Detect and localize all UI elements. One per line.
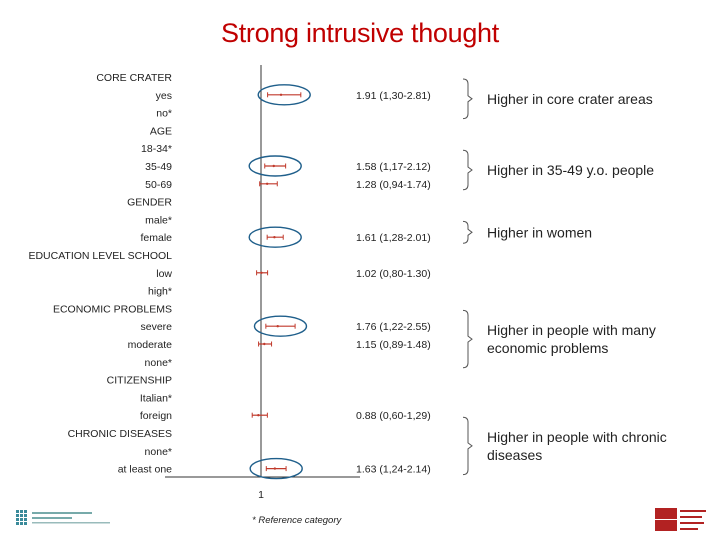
annotation-text: Higher in core crater areas (487, 91, 653, 107)
annotation-brace (462, 149, 473, 191)
row-label: female (140, 232, 172, 244)
annotations: Higher in core crater areas Higher in 35-… (462, 78, 667, 476)
row-label: Italian* (140, 392, 172, 404)
value-texts: 1.91 (1,30-2.81) 1.58 (1,17-2.12) 1.28 (0,… (356, 90, 431, 476)
highlight-circle (249, 457, 303, 480)
annotation-brace (462, 309, 473, 369)
row-label: high* (148, 286, 172, 298)
row-label: severe (140, 321, 172, 333)
group-header-label: ECONOMIC PROBLEMS (53, 303, 172, 315)
point-estimate (265, 182, 269, 185)
highlight-circle (248, 155, 302, 177)
annotation-text: Higher in women (487, 224, 592, 240)
row-label: foreign (140, 410, 172, 422)
or-value-text: 1.58 (1,17-2.12) (356, 161, 431, 173)
row-label: yes (156, 90, 172, 102)
group-header-label: CORE CRATER (96, 72, 172, 84)
footnote: * Reference category (252, 515, 342, 526)
annotation-brace (462, 416, 473, 476)
row-label: moderate (128, 339, 173, 351)
point-estimate (260, 271, 263, 274)
page-title: Strong intrusive thought (221, 18, 499, 48)
group-header-label: EDUCATION LEVEL SCHOOL (28, 250, 172, 262)
row-labels: CORE CRATER yes no* AGE 18-34* 35-49 50-69 GEND… (28, 72, 172, 476)
istmo-logo (655, 508, 706, 531)
row-label: none* (145, 357, 172, 369)
institution-logo-left (16, 510, 110, 525)
row-label: none* (145, 446, 172, 458)
annotation-text: diseases (487, 447, 542, 463)
point-estimate (279, 93, 283, 97)
reference-axis: 1 (165, 65, 360, 501)
row-label: male* (145, 214, 172, 226)
or-value-text: 1.28 (0,94-1.74) (356, 179, 431, 191)
highlight-circle (248, 226, 302, 248)
row-label: no* (156, 108, 172, 120)
or-value-text: 1.91 (1,30-2.81) (356, 90, 431, 102)
row-label: at least one (118, 464, 172, 476)
highlight-circle (257, 84, 311, 106)
x-tick-label: 1 (258, 489, 264, 501)
row-label: 50-69 (145, 179, 172, 191)
or-value-text: 1.61 (1,28-2.01) (356, 232, 431, 244)
point-estimate (273, 467, 277, 470)
point-estimate (272, 164, 275, 168)
row-label: low (156, 268, 172, 280)
point-estimate (257, 414, 260, 417)
row-label: 35-49 (145, 161, 172, 173)
annotation-text: Higher in people with chronic (487, 429, 667, 445)
group-header-label: CITIZENSHIP (107, 375, 172, 387)
group-header-label: CHRONIC DISEASES (68, 428, 172, 440)
annotation-brace (462, 78, 473, 120)
row-label: 18-34* (141, 143, 172, 155)
or-value-text: 1.02 (0,80-1.30) (356, 268, 431, 280)
or-value-text: 1.76 (1,22-2.55) (356, 321, 431, 333)
or-value-text: 1.15 (0,89-1.48) (356, 339, 431, 351)
annotation-text: Higher in 35-49 y.o. people (487, 162, 654, 178)
or-value-text: 1.63 (1,24-2.14) (356, 464, 431, 476)
group-header-label: AGE (150, 125, 172, 137)
point-estimate (263, 342, 266, 346)
group-header-label: GENDER (127, 197, 172, 209)
annotation-brace (462, 220, 473, 244)
annotation-text: Higher in people with many (487, 322, 656, 338)
highlight-circle (253, 315, 308, 337)
point-estimate (273, 236, 276, 239)
or-value-text: 0.88 (0,60-1,29) (356, 410, 431, 422)
point-estimate (276, 325, 279, 328)
ci-marks (248, 84, 311, 480)
annotation-text: economic problems (487, 340, 608, 356)
